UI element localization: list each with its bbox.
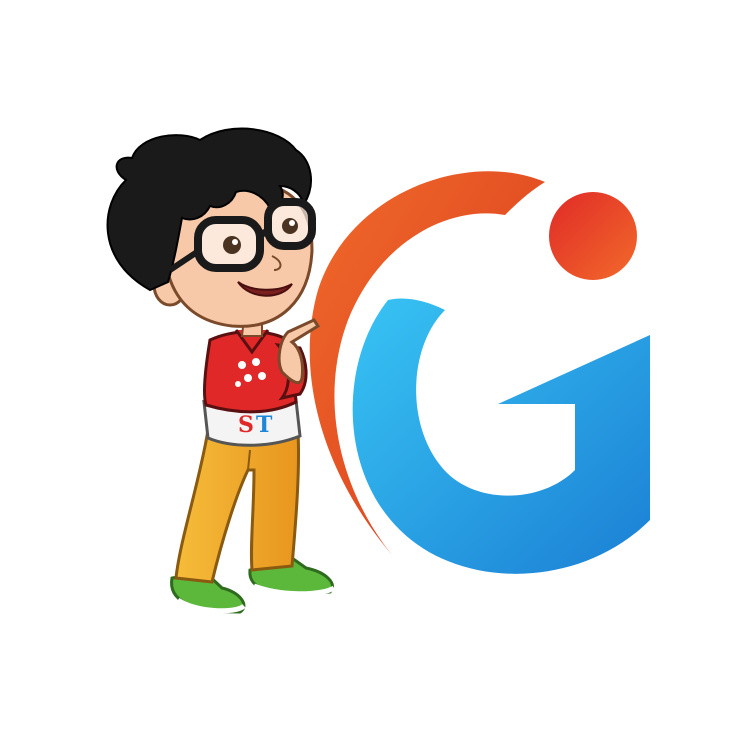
blue-g <box>352 298 650 574</box>
boy-mascot: S T <box>106 127 336 614</box>
mouth <box>237 281 293 297</box>
pointing-arm <box>274 318 321 401</box>
glasses <box>168 198 316 273</box>
g-logo <box>309 171 650 574</box>
belt-letter-t: T <box>256 412 273 438</box>
orange-arc <box>309 171 545 555</box>
belt-letter-s: S <box>238 412 254 438</box>
pants <box>174 428 301 584</box>
shirt-stars <box>235 358 266 387</box>
left-shoe <box>170 570 246 614</box>
logo-dot <box>549 192 637 280</box>
